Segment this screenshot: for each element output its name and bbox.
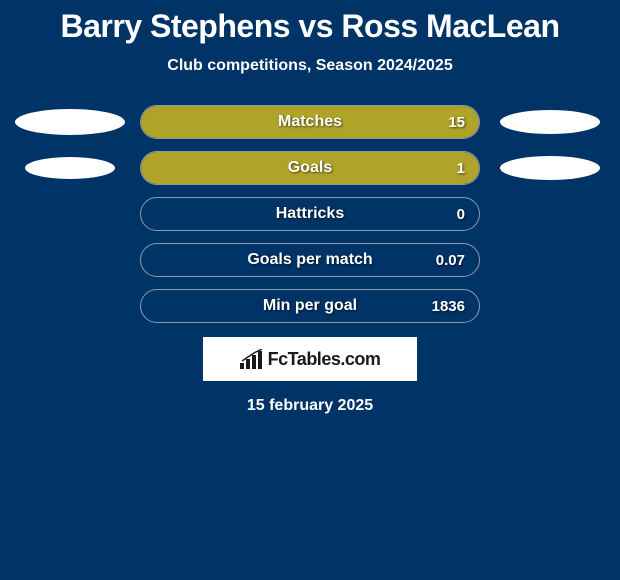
stat-row: Min per goal1836 — [0, 289, 620, 323]
bar-value: 1836 — [432, 290, 465, 322]
bar-value: 0 — [457, 198, 465, 230]
ellipse-left — [15, 200, 125, 228]
ellipse-right — [495, 108, 605, 136]
stat-bar: Goals per match0.07 — [140, 243, 480, 277]
ellipse-right — [495, 200, 605, 228]
logo-text: FcTables.com — [268, 349, 381, 370]
stat-row: Goals per match0.07 — [0, 243, 620, 277]
stat-bar: Min per goal1836 — [140, 289, 480, 323]
ellipse-shape — [500, 110, 600, 134]
bar-value: 15 — [448, 106, 465, 138]
logo-content: FcTables.com — [240, 349, 381, 370]
stat-bar: Goals1 — [140, 151, 480, 185]
ellipse-right — [495, 246, 605, 274]
stat-bar: Matches15 — [140, 105, 480, 139]
stat-row: Goals1 — [0, 151, 620, 185]
bar-label: Min per goal — [141, 290, 479, 322]
ellipse-right — [495, 292, 605, 320]
logo-box: FcTables.com — [203, 337, 417, 381]
subtitle: Club competitions, Season 2024/2025 — [0, 57, 620, 75]
ellipse-shape — [15, 109, 125, 135]
ellipse-shape — [500, 156, 600, 180]
ellipse-left — [15, 292, 125, 320]
bar-label: Matches — [141, 106, 479, 138]
ellipse-left — [15, 108, 125, 136]
stats-container: Matches15 Goals1 Hattricks0 Goals per match… — [0, 105, 620, 323]
stat-bar: Hattricks0 — [140, 197, 480, 231]
ellipse-shape — [25, 157, 115, 179]
ellipse-left — [15, 246, 125, 274]
date-text: 15 february 2025 — [0, 397, 620, 415]
ellipse-right — [495, 154, 605, 182]
stat-row: Matches15 — [0, 105, 620, 139]
chart-icon — [240, 349, 264, 369]
stat-row: Hattricks0 — [0, 197, 620, 231]
bar-value: 1 — [457, 152, 465, 184]
bar-label: Goals per match — [141, 244, 479, 276]
ellipse-left — [15, 154, 125, 182]
page-title: Barry Stephens vs Ross MacLean — [0, 8, 620, 45]
bar-label: Goals — [141, 152, 479, 184]
bar-value: 0.07 — [436, 244, 465, 276]
bar-label: Hattricks — [141, 198, 479, 230]
